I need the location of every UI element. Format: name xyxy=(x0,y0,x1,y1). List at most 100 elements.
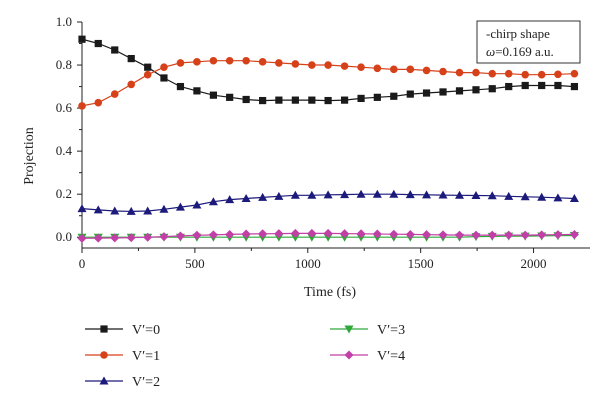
data-point-series-2 xyxy=(389,189,399,198)
data-point-series-4 xyxy=(389,229,399,239)
series-4 xyxy=(77,228,579,243)
data-point-series-2 xyxy=(323,190,333,199)
data-point-series-2 xyxy=(290,190,300,199)
annotation-line-1: -chirp shape xyxy=(486,26,550,41)
data-point-series-4 xyxy=(208,230,218,240)
data-point-series-2 xyxy=(504,191,514,200)
data-point-series-4 xyxy=(356,229,366,239)
data-point-series-1 xyxy=(160,63,168,71)
data-point-series-1 xyxy=(504,69,513,78)
data-point-series-2 xyxy=(159,204,169,213)
data-point-series-1 xyxy=(225,56,234,65)
data-point-series-4 xyxy=(143,232,153,242)
data-point-series-4 xyxy=(290,228,300,238)
legend-swatch-marker xyxy=(344,325,354,334)
data-point-series-2 xyxy=(438,190,448,199)
data-point-series-4 xyxy=(258,229,268,239)
data-point-series-0 xyxy=(521,81,529,90)
data-point-series-0 xyxy=(209,91,218,99)
data-point-series-4 xyxy=(487,230,497,240)
data-point-series-4 xyxy=(110,233,120,243)
data-point-series-2 xyxy=(340,190,350,199)
data-point-series-1 xyxy=(291,60,300,68)
data-point-series-4 xyxy=(422,230,432,240)
data-point-series-1 xyxy=(143,70,152,79)
data-point-series-2 xyxy=(175,202,185,211)
data-point-series-0 xyxy=(242,95,250,104)
data-point-series-1 xyxy=(78,102,86,110)
data-point-series-1 xyxy=(455,68,464,77)
data-point-series-2 xyxy=(258,192,268,201)
x-tick-label: 1000 xyxy=(295,256,321,271)
data-point-series-1 xyxy=(439,67,447,76)
data-point-series-0 xyxy=(176,82,185,91)
data-point-series-4 xyxy=(126,233,136,243)
data-point-series-4 xyxy=(274,229,284,239)
data-point-series-1 xyxy=(340,62,349,70)
data-point-series-0 xyxy=(357,94,365,103)
legend-swatch-marker xyxy=(99,376,109,385)
data-point-series-1 xyxy=(176,59,185,67)
annotation-box: -chirp shape ω=0.169 a.u. xyxy=(476,20,581,64)
data-point-series-2 xyxy=(471,190,481,199)
data-point-series-1 xyxy=(406,65,415,74)
y-tick-label: 0.4 xyxy=(56,143,73,158)
data-point-series-4 xyxy=(504,230,514,240)
data-point-series-0 xyxy=(259,96,267,105)
legend-label: V′=3 xyxy=(377,323,405,338)
data-point-series-0 xyxy=(570,82,579,91)
data-point-series-0 xyxy=(127,54,135,63)
data-point-series-0 xyxy=(78,35,86,43)
data-point-series-4 xyxy=(372,229,382,239)
legend-swatch-marker xyxy=(100,351,108,359)
axis-ticks: 0 500 1000 1500 2000 0.0 0.2 0.4 0.6 0.8 1.0 xyxy=(56,14,547,271)
data-point-series-0 xyxy=(488,85,496,93)
data-point-series-4 xyxy=(553,230,563,240)
data-point-series-2 xyxy=(569,193,579,202)
data-point-series-0 xyxy=(308,96,316,104)
data-point-series-1 xyxy=(537,70,546,79)
data-point-series-0 xyxy=(455,87,464,95)
data-point-series-2 xyxy=(77,204,87,213)
data-point-series-2 xyxy=(487,191,497,200)
legend-label: V′=0 xyxy=(132,323,160,338)
x-axis-title: Time (fs) xyxy=(304,285,356,300)
legend-item-2: V′=2 xyxy=(85,375,160,390)
data-point-series-0 xyxy=(422,89,431,97)
data-point-series-0 xyxy=(144,63,152,71)
data-point-series-4 xyxy=(241,229,251,239)
data-point-series-4 xyxy=(520,230,530,240)
data-point-series-4 xyxy=(77,233,87,243)
legend-swatch-marker xyxy=(100,325,108,333)
data-point-series-0 xyxy=(193,87,201,95)
data-point-series-0 xyxy=(226,93,234,101)
data-point-series-1 xyxy=(193,58,201,66)
data-point-series-2 xyxy=(241,193,251,202)
legend-item-0: V′=0 xyxy=(85,323,160,338)
data-point-series-4 xyxy=(438,230,448,240)
data-point-series-0 xyxy=(340,96,349,104)
y-tick-label: 0.6 xyxy=(56,100,73,115)
data-point-series-1 xyxy=(275,59,283,67)
legend-item-1: V′=1 xyxy=(85,349,160,364)
data-point-series-1 xyxy=(373,64,382,73)
legend: V′=0 V′=1 V′=2 V′=3 V′=4 xyxy=(85,323,405,390)
legend-swatch-marker xyxy=(344,350,354,360)
data-point-series-2 xyxy=(455,190,465,199)
data-point-series-1 xyxy=(209,56,218,65)
data-point-series-0 xyxy=(160,74,168,82)
data-point-series-0 xyxy=(554,81,562,90)
y-tick-label: 0.0 xyxy=(56,229,72,244)
legend-label: V′=1 xyxy=(132,349,160,364)
data-point-series-2 xyxy=(405,190,415,199)
data-point-series-2 xyxy=(372,189,382,198)
data-point-series-0 xyxy=(390,92,398,100)
data-point-series-1 xyxy=(422,66,431,75)
x-tick-label: 2000 xyxy=(521,256,547,271)
data-point-series-4 xyxy=(159,232,169,242)
data-point-series-2 xyxy=(274,191,284,200)
legend-label: V′=2 xyxy=(132,375,160,390)
data-point-series-0 xyxy=(538,81,546,90)
annotation-line-2: ω=0.169 a.u. xyxy=(486,44,554,59)
